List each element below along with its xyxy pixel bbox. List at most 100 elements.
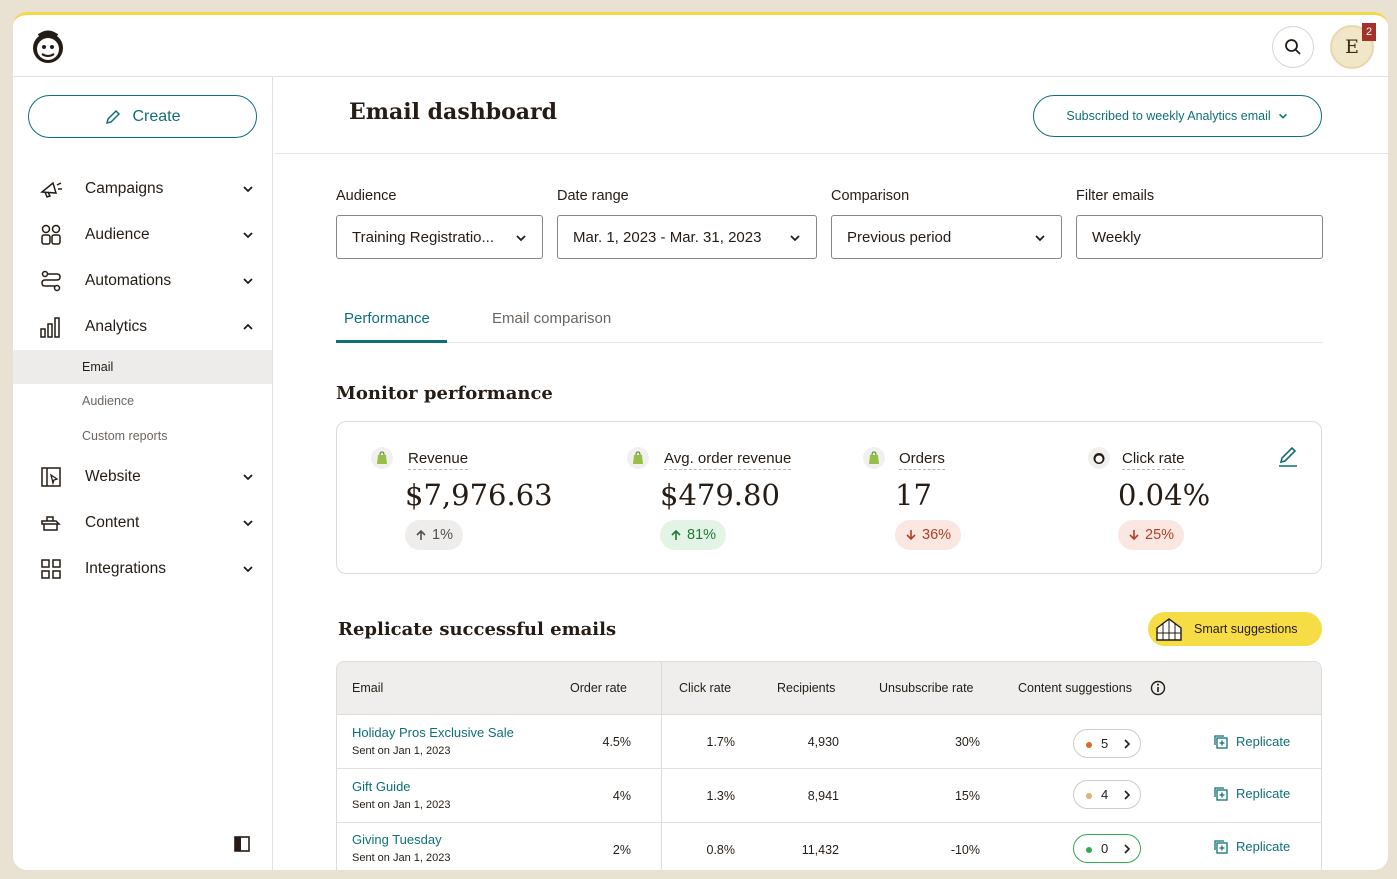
website-icon <box>41 467 61 487</box>
mailchimp-icon <box>1088 447 1110 469</box>
metric-label[interactable]: Click rate <box>1122 450 1185 470</box>
email-name-link[interactable]: Giving Tuesday <box>352 832 442 847</box>
mailchimp-logo-icon[interactable] <box>29 27 67 65</box>
sidebar-item-content[interactable]: Content <box>13 503 272 543</box>
info-icon[interactable] <box>1150 680 1166 696</box>
pencil-icon <box>106 109 121 124</box>
metric-label[interactable]: Revenue <box>408 450 469 470</box>
chevron-right-icon <box>1124 739 1131 749</box>
email-sent-date: Sent on Jan 1, 2023 <box>352 852 451 864</box>
column-header-content-suggestions[interactable]: Content suggestions <box>1018 681 1132 695</box>
metric-delta-badge: 81% <box>660 520 727 550</box>
recipients-cell: 11,432 <box>801 843 839 857</box>
metric-value: 17 <box>895 478 932 512</box>
tab-email-comparison[interactable]: Email comparison <box>492 310 612 327</box>
sidebar-item-label: Integrations <box>85 560 166 577</box>
main-content: Email dashboard Subscribed to weekly Ana… <box>274 77 1388 870</box>
sidebar-subitem-custom-reports[interactable]: Custom reports <box>13 419 272 453</box>
edit-metrics-icon[interactable] <box>1277 446 1299 468</box>
metric-delta-badge: 36% <box>895 520 962 550</box>
metric-delta-value: 81% <box>687 527 717 543</box>
smart-suggestions-button[interactable]: Smart suggestions <box>1148 612 1322 646</box>
replicate-label: Replicate <box>1236 734 1291 749</box>
sidebar-item-campaigns[interactable]: Campaigns <box>13 169 272 209</box>
column-header-click-rate[interactable]: Click rate <box>679 681 732 695</box>
search-button[interactable] <box>1272 26 1314 68</box>
unsubscribe-rate-cell: 15% <box>954 789 980 803</box>
sidebar-item-automations[interactable]: Automations <box>13 261 272 301</box>
sidebar-item-label: Website <box>85 468 141 485</box>
metric-label[interactable]: Orders <box>899 450 945 470</box>
grid-icon <box>41 559 61 579</box>
metric-delta-badge: 1% <box>405 520 463 550</box>
sidebar-item-label: Automations <box>85 272 172 289</box>
sidebar-item-audience[interactable]: Audience <box>13 215 272 255</box>
smart-suggestions-label: Smart suggestions <box>1194 622 1298 636</box>
suggestion-count: 0 <box>1101 841 1109 856</box>
table-row: Giving Tuesday Sent on Jan 1, 2023 2% 0.… <box>337 823 1321 870</box>
content-suggestions-pill[interactable]: 0 <box>1073 834 1141 863</box>
chevron-down-icon <box>1035 235 1045 242</box>
notification-badge: 2 <box>1362 23 1376 41</box>
chevron-down-icon <box>1278 113 1287 119</box>
shopify-icon <box>627 447 649 469</box>
chevron-down-icon <box>243 520 253 527</box>
column-header-recipients[interactable]: Recipients <box>777 681 836 695</box>
app-window: E 2 Create Campaigns <box>13 12 1388 870</box>
date-range-select[interactable]: Mar. 1, 2023 - Mar. 31, 2023 <box>557 215 817 259</box>
chevron-down-icon <box>243 232 253 239</box>
column-header-unsubscribe-rate[interactable]: Unsubscribe rate <box>879 681 974 695</box>
click-rate-cell: 0.8% <box>706 843 736 857</box>
content-icon <box>41 516 61 531</box>
email-name-link[interactable]: Holiday Pros Exclusive Sale <box>352 725 514 740</box>
metric-value: $7,976.63 <box>405 478 553 512</box>
create-button[interactable]: Create <box>28 95 257 138</box>
status-dot <box>1086 847 1092 853</box>
divider <box>274 153 1388 154</box>
metric-delta-value: 1% <box>432 527 453 543</box>
sidebar-item-label: Content <box>85 514 140 531</box>
sidebar-item-integrations[interactable]: Integrations <box>13 549 272 589</box>
comparison-select[interactable]: Previous period <box>831 215 1062 259</box>
content-suggestions-pill[interactable]: 5 <box>1073 729 1141 758</box>
filter-emails-input[interactable]: Weekly <box>1076 215 1323 259</box>
sidebar-subitem-email[interactable]: Email <box>13 350 272 384</box>
click-rate-cell: 1.3% <box>706 789 736 803</box>
email-name-link[interactable]: Gift Guide <box>352 779 411 794</box>
sidebar-subitem-label: Custom reports <box>82 429 168 443</box>
date-range-filter-label: Date range <box>557 188 629 204</box>
column-separator <box>661 662 662 870</box>
comparison-filter-label: Comparison <box>831 188 910 204</box>
sidebar-subitem-label: Audience <box>82 394 135 408</box>
divider <box>336 342 1322 343</box>
tab-performance[interactable]: Performance <box>344 310 430 327</box>
bar-chart-icon <box>40 317 60 338</box>
sidebar-subitem-audience[interactable]: Audience <box>13 384 272 418</box>
sidebar-item-website[interactable]: Website <box>13 457 272 497</box>
filter-emails-value: Weekly <box>1092 228 1141 246</box>
active-tab-indicator <box>336 340 447 343</box>
metric-delta-value: 25% <box>1145 527 1175 543</box>
content-suggestions-pill[interactable]: 4 <box>1073 780 1141 809</box>
sidebar-item-analytics[interactable]: Analytics <box>13 307 272 347</box>
audience-select[interactable]: Training Registratio... <box>336 215 543 259</box>
status-dot <box>1086 793 1092 799</box>
shopify-icon <box>371 447 393 469</box>
replicate-button[interactable]: Replicate <box>1213 734 1290 749</box>
metric-label[interactable]: Avg. order revenue <box>664 450 792 470</box>
collapse-sidebar-icon[interactable] <box>233 835 251 853</box>
comparison-select-value: Previous period <box>847 228 952 246</box>
column-header-email[interactable]: Email <box>352 681 384 695</box>
sidebar-item-label: Campaigns <box>85 180 164 197</box>
chevron-down-icon <box>516 235 526 242</box>
column-header-order-rate[interactable]: Order rate <box>570 681 627 695</box>
subscribe-analytics-email-button[interactable]: Subscribed to weekly Analytics email <box>1033 95 1322 137</box>
metrics-card: Revenue $7,976.63 1% Avg. order revenue … <box>336 421 1322 574</box>
replicate-button[interactable]: Replicate <box>1213 839 1290 854</box>
page-title: Email dashboard <box>349 99 557 125</box>
replicate-button[interactable]: Replicate <box>1213 786 1290 801</box>
top-bar: E 2 <box>13 15 1388 77</box>
greenhouse-icon <box>1156 618 1182 641</box>
arrow-up-icon <box>416 529 426 540</box>
recipients-cell: 8,941 <box>807 789 839 803</box>
